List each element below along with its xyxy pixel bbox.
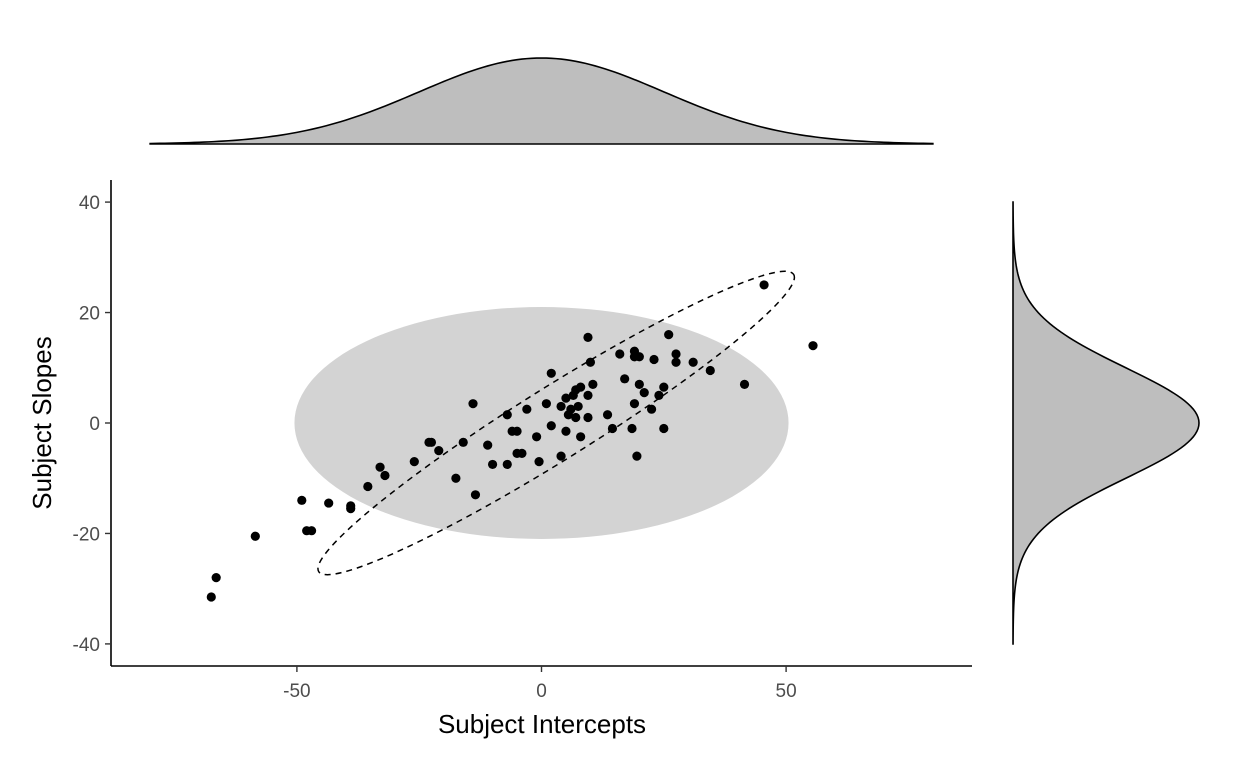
top-marginal-density: [149, 57, 934, 145]
data-point: [568, 390, 578, 400]
data-point: [470, 490, 481, 500]
data-point: [620, 374, 630, 384]
data-point: [649, 354, 659, 365]
y-tick-label: 20: [79, 304, 100, 325]
x-axis-ticks: -50 0 50: [283, 666, 797, 702]
data-point: [532, 432, 542, 442]
data-point: [739, 379, 750, 389]
data-point: [458, 437, 468, 447]
data-point: [502, 459, 512, 470]
data-point: [409, 457, 419, 467]
data-point: [483, 440, 493, 450]
data-point: [363, 481, 373, 492]
x-tick-label: 50: [776, 681, 797, 702]
data-point: [629, 399, 640, 409]
y-axis-ticks: -40 -20 0 20 40: [73, 193, 111, 656]
axes: -50 0 50 -40 -20 0 20 40: [73, 180, 972, 702]
data-point: [585, 357, 596, 367]
right-marginal-density: [1012, 201, 1200, 645]
data-point: [451, 473, 461, 483]
data-point: [297, 495, 307, 505]
data-point: [346, 504, 356, 514]
x-tick-label: -50: [283, 681, 310, 702]
data-point: [375, 462, 385, 472]
data-point: [634, 352, 644, 362]
data-point: [664, 330, 674, 340]
data-point: [607, 423, 618, 434]
y-tick-label: 0: [89, 414, 100, 435]
data-point: [602, 410, 613, 420]
data-point: [671, 349, 681, 359]
data-point: [512, 426, 522, 436]
data-point: [659, 423, 669, 434]
data-point: [561, 393, 571, 403]
data-point: [534, 457, 544, 467]
y-tick-label: -40: [73, 635, 100, 656]
data-point: [646, 404, 657, 414]
data-point: [546, 421, 556, 431]
data-point: [561, 426, 571, 436]
data-point: [380, 470, 390, 481]
data-point: [705, 365, 715, 376]
data-point: [632, 451, 642, 461]
data-point: [206, 592, 216, 602]
data-point: [502, 410, 512, 420]
data-point: [556, 451, 566, 461]
data-point: [306, 526, 317, 536]
data-point: [759, 280, 769, 290]
data-point: [250, 531, 260, 541]
data-point: [627, 423, 637, 434]
data-point: [588, 379, 598, 389]
data-point: [211, 573, 221, 583]
x-axis-title: Subject Intercepts: [438, 709, 646, 739]
data-point: [468, 399, 478, 409]
data-point: [556, 401, 566, 412]
y-tick-label: -20: [73, 524, 100, 545]
data-point: [563, 410, 574, 420]
data-point: [671, 357, 681, 367]
plot-area: [206, 270, 818, 602]
data-point: [434, 446, 444, 456]
data-point: [583, 412, 593, 423]
data-point: [615, 349, 625, 359]
data-point: [512, 448, 522, 458]
x-tick-label: 0: [536, 681, 547, 702]
data-points: [206, 280, 818, 602]
data-point: [546, 368, 556, 378]
data-point: [573, 401, 583, 412]
y-tick-label: 40: [79, 193, 100, 214]
y-axis-title: Subject Slopes: [27, 336, 57, 509]
right-density-curve: [1012, 201, 1200, 645]
data-point: [659, 382, 669, 392]
data-point: [639, 388, 649, 398]
data-point: [487, 459, 498, 470]
data-point: [808, 341, 818, 351]
data-point: [522, 404, 532, 414]
data-point: [634, 379, 644, 389]
data-point: [688, 357, 698, 367]
data-point: [571, 412, 581, 423]
data-point: [541, 399, 551, 409]
background-ellipse: [294, 307, 789, 539]
confidence-ellipse: [317, 270, 796, 576]
top-density-curve: [149, 57, 934, 145]
data-point: [654, 390, 664, 400]
data-point: [426, 437, 437, 447]
data-point: [576, 432, 586, 442]
data-point: [583, 390, 593, 400]
data-point: [324, 498, 334, 508]
data-point: [583, 332, 593, 342]
